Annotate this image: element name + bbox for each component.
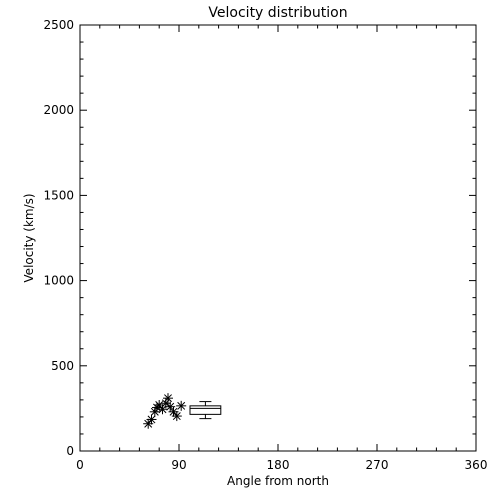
- y-tick-label: 2500: [43, 18, 74, 32]
- data-point: [171, 411, 182, 422]
- x-tick-label: 90: [171, 458, 186, 472]
- data-point: [146, 414, 157, 425]
- y-axis-label: Velocity (km/s): [22, 193, 36, 282]
- box-body: [189, 405, 222, 415]
- box-plot: [189, 401, 222, 420]
- y-tick-label: 500: [51, 359, 74, 373]
- x-tick-label: 270: [366, 458, 389, 472]
- plot-area-frame: [79, 24, 477, 452]
- y-tick-label: 2000: [43, 103, 74, 117]
- data-marks: [143, 393, 222, 429]
- x-tick-label: 180: [267, 458, 290, 472]
- data-point: [163, 393, 173, 404]
- y-tick-label: 1000: [43, 274, 74, 288]
- x-tick-label: 360: [465, 458, 488, 472]
- y-tick-label: 1500: [43, 188, 74, 202]
- x-tick-label: 0: [76, 458, 84, 472]
- axes: 0 90 180 270 360 0 500 1000 1500 2000 2500: [43, 18, 487, 472]
- data-point: [165, 401, 176, 412]
- chart-title: Velocity distribution: [208, 5, 347, 21]
- y-tick-label: 0: [66, 444, 74, 458]
- data-point: [176, 400, 187, 411]
- x-axis-label: Angle from north: [227, 474, 329, 488]
